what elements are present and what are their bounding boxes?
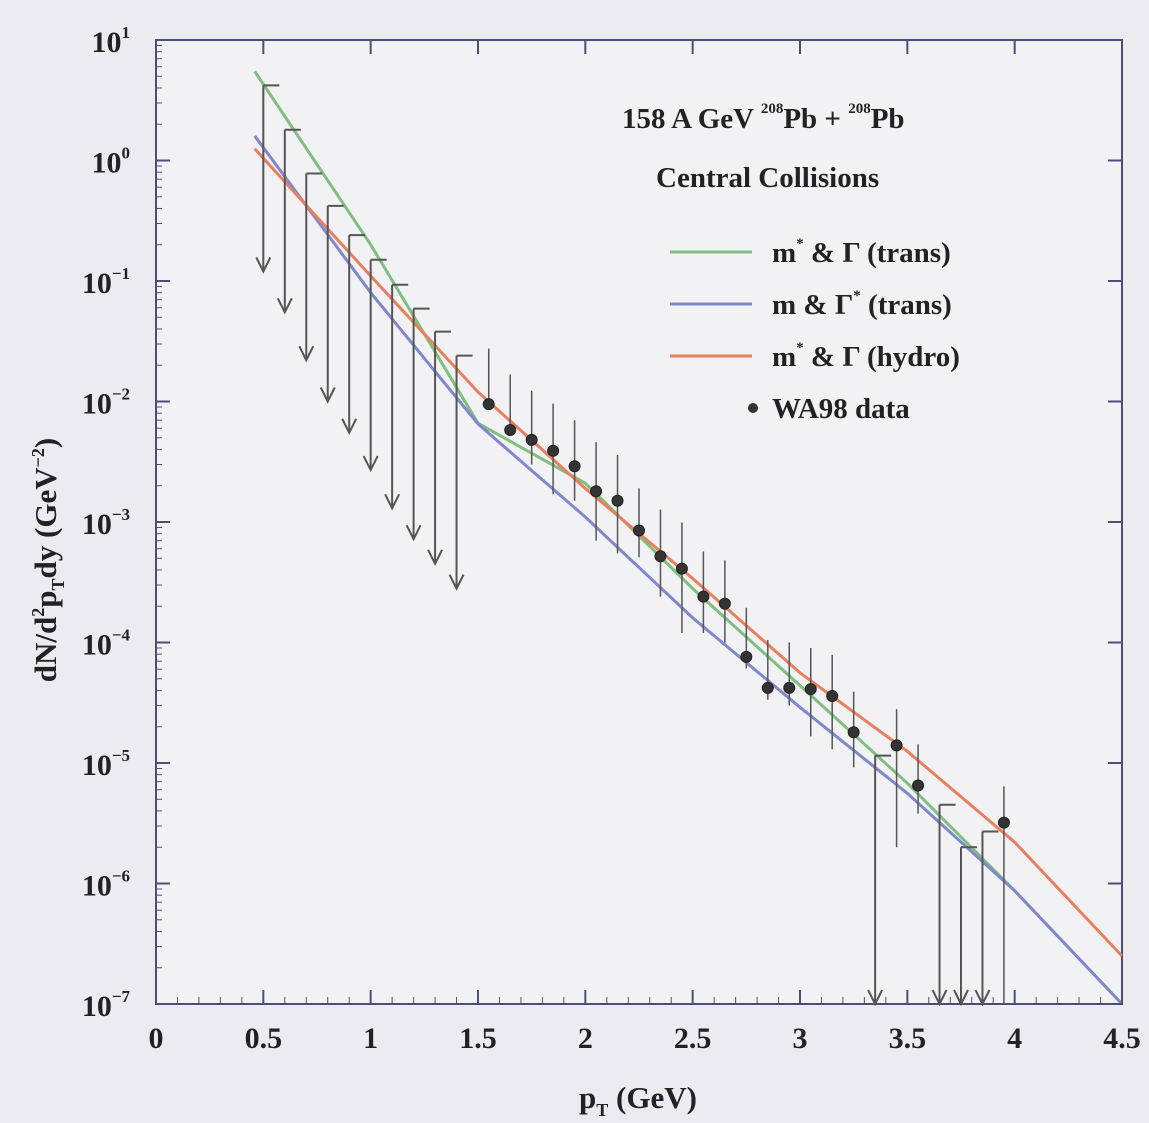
data-point <box>847 726 860 739</box>
y-tick-label: 10−7 <box>82 987 131 1023</box>
y-axis-title-sup1: 2 <box>28 608 48 617</box>
annotation-sup2: 208 <box>848 101 871 117</box>
legend-label: m & Γ* (trans) <box>772 288 952 321</box>
y-tick-label: 10−4 <box>82 626 131 662</box>
data-point <box>525 433 538 446</box>
upper-limit-arrow <box>427 549 443 567</box>
x-axis-title: pT (GeV) <box>579 1080 697 1120</box>
x-tick-label: 3.5 <box>889 1022 927 1055</box>
annotation-sup1: 208 <box>761 101 784 117</box>
upper-limit-arrow <box>276 297 293 315</box>
legend-label: WA98 data <box>772 393 910 425</box>
data-point <box>675 562 688 575</box>
data-point <box>504 424 517 437</box>
data-point <box>697 590 710 603</box>
y-tick-label: 10−5 <box>82 746 130 782</box>
x-tick-label: 0 <box>149 1022 164 1055</box>
upper-limit-arrow <box>867 989 884 1007</box>
x-tick-label: 0.5 <box>245 1022 283 1055</box>
y-axis-title-sup2: −2 <box>28 448 48 467</box>
data-point <box>912 779 925 792</box>
y-tick-label: 10−3 <box>82 505 130 541</box>
x-tick-label: 1.5 <box>459 1022 497 1055</box>
upper-limit-arrow <box>405 524 422 542</box>
data-point <box>761 681 774 694</box>
y-tick-label: 100 <box>92 144 131 180</box>
data-point <box>611 494 624 507</box>
y-tick-label: 10−6 <box>82 867 130 903</box>
upper-limit-arrow <box>298 345 315 363</box>
data-point <box>783 681 796 694</box>
y-axis-title-a: dN/d <box>28 617 63 682</box>
y-axis-title-c: dy (GeV <box>28 467 63 579</box>
x-tick-label: 2 <box>578 1022 593 1055</box>
legend-label: m* & Γ (trans) <box>772 236 951 269</box>
upper-limit-arrow <box>319 387 336 404</box>
data-point <box>997 816 1010 829</box>
upper-limit-arrow <box>953 989 969 1007</box>
upper-limit-arrow <box>255 257 272 274</box>
x-tick-label: 2.5 <box>674 1022 712 1055</box>
y-tick-label: 101 <box>92 23 131 59</box>
annotation-line2: Central Collisions <box>656 162 879 194</box>
upper-limit-arrow <box>974 989 991 1007</box>
data-point <box>804 683 817 696</box>
y-axis-title-b: p <box>28 590 63 607</box>
legend-marker <box>748 403 758 413</box>
x-tick-label: 1 <box>363 1022 378 1055</box>
data-point <box>590 485 603 498</box>
upper-limit-arrow <box>384 493 401 511</box>
upper-limit-arrow <box>448 574 465 591</box>
x-axis-title-rest: (GeV) <box>608 1080 697 1115</box>
data-point <box>568 460 581 473</box>
data-point <box>826 689 839 702</box>
series-line <box>253 135 1124 1006</box>
upper-limit-arrow <box>931 989 948 1007</box>
upper-limit-arrow <box>341 418 358 436</box>
tick-layer: 0 0.5 1 1.5 2 2.5 3 3.5 4 4.5 101 100 10−1 10−2 10−3 10… <box>82 23 1141 1055</box>
annotation-pre: 158 A GeV <box>622 103 761 135</box>
data-point <box>547 444 560 457</box>
data-point <box>482 398 495 411</box>
annotation-line1: 158 A GeV 208Pb + 208Pb <box>622 101 905 135</box>
annotation-mid: Pb + <box>783 103 848 135</box>
x-tick-label: 4 <box>1007 1022 1022 1055</box>
y-tick-label: 10−2 <box>82 385 130 421</box>
legend-label: m* & Γ (hydro) <box>772 340 960 373</box>
legend: m* & Γ (trans) m & Γ* (trans) m* & Γ (hydr… <box>670 236 960 425</box>
x-axis-title-main: p <box>579 1080 596 1115</box>
upper-limit-arrow <box>362 455 379 473</box>
x-axis-title-sub: T <box>596 1100 608 1120</box>
x-tick-label: 4.5 <box>1103 1022 1141 1055</box>
y-axis-title-sub1: T <box>48 578 68 590</box>
data-point <box>890 739 903 752</box>
y-tick-label: 10−1 <box>82 264 130 300</box>
y-axis-title-d: ) <box>28 438 63 448</box>
series-layer <box>253 70 1124 1007</box>
data-point <box>654 550 667 563</box>
x-tick-label: 3 <box>793 1022 808 1055</box>
series-line <box>253 147 1124 958</box>
annotation-post: Pb <box>871 103 905 135</box>
data-point <box>718 597 731 610</box>
series-line <box>253 70 1124 1006</box>
data-point <box>740 650 753 663</box>
data-point <box>633 524 645 537</box>
y-axis-title: dN/d2pTdy (GeV−2) <box>28 438 68 682</box>
